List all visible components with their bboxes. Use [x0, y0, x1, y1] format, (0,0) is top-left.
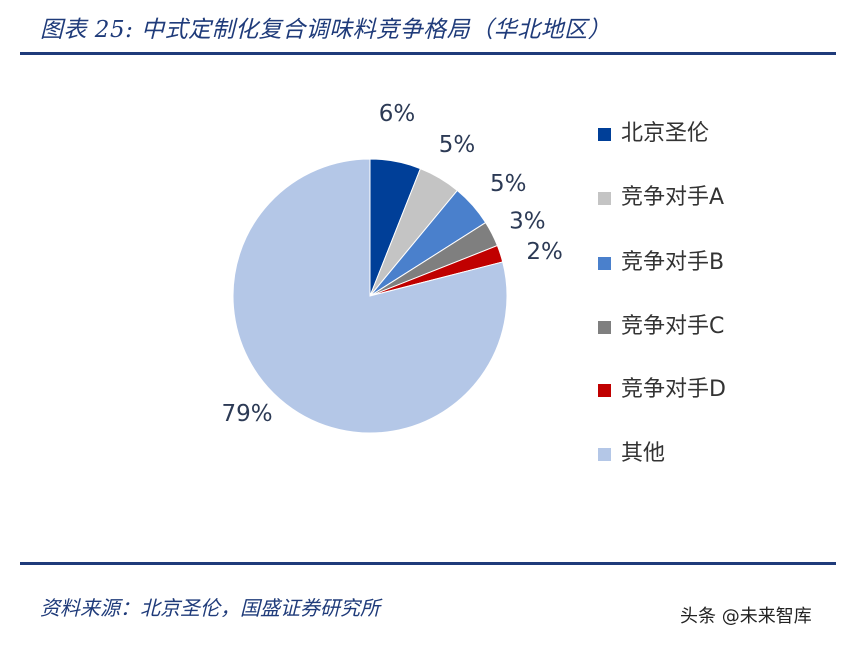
legend-item: 竞争对手C [598, 311, 731, 343]
watermark: 头条 @未来智库 [680, 606, 812, 627]
legend-swatch [598, 384, 611, 397]
legend-item: 竞争对手A [598, 182, 731, 214]
pie-data-label: 5% [439, 132, 476, 158]
legend-swatch [598, 321, 611, 334]
pie-data-label: 79% [221, 401, 272, 427]
legend-item: 其他 [598, 438, 731, 470]
footer-divider [20, 562, 836, 565]
legend-label: 竞争对手C [621, 314, 725, 339]
legend-swatch [598, 128, 611, 141]
header-divider [20, 52, 836, 55]
pie-data-label: 2% [526, 239, 563, 265]
pie-slice [232, 158, 508, 434]
pie-data-labels: 6% 5% 5% 3% 2% 79% [221, 101, 562, 427]
legend-item: 竞争对手B [598, 247, 731, 279]
pie-slices [232, 158, 508, 434]
source-note: 资料来源：北京圣伦，国盛证券研究所 [40, 596, 380, 620]
legend-label: 竞争对手D [621, 377, 726, 402]
pie-chart: 6% 5% 5% 3% 2% 79% [221, 101, 563, 434]
pie-data-label: 3% [509, 208, 546, 234]
legend-label: 竞争对手A [621, 185, 725, 210]
chart-title: 图表 25: 中式定制化复合调味料竞争格局（华北地区） [40, 17, 612, 43]
legend-label: 竞争对手B [621, 250, 725, 275]
legend-item: 北京圣伦 [598, 118, 731, 150]
legend-item: 竞争对手D [598, 374, 731, 406]
legend-label: 北京圣伦 [621, 121, 710, 146]
legend-label: 其他 [621, 441, 666, 466]
pie-data-label: 5% [490, 171, 527, 197]
legend-swatch [598, 448, 611, 461]
legend-swatch [598, 192, 611, 205]
pie-data-label: 6% [379, 101, 416, 127]
legend-swatch [598, 257, 611, 270]
